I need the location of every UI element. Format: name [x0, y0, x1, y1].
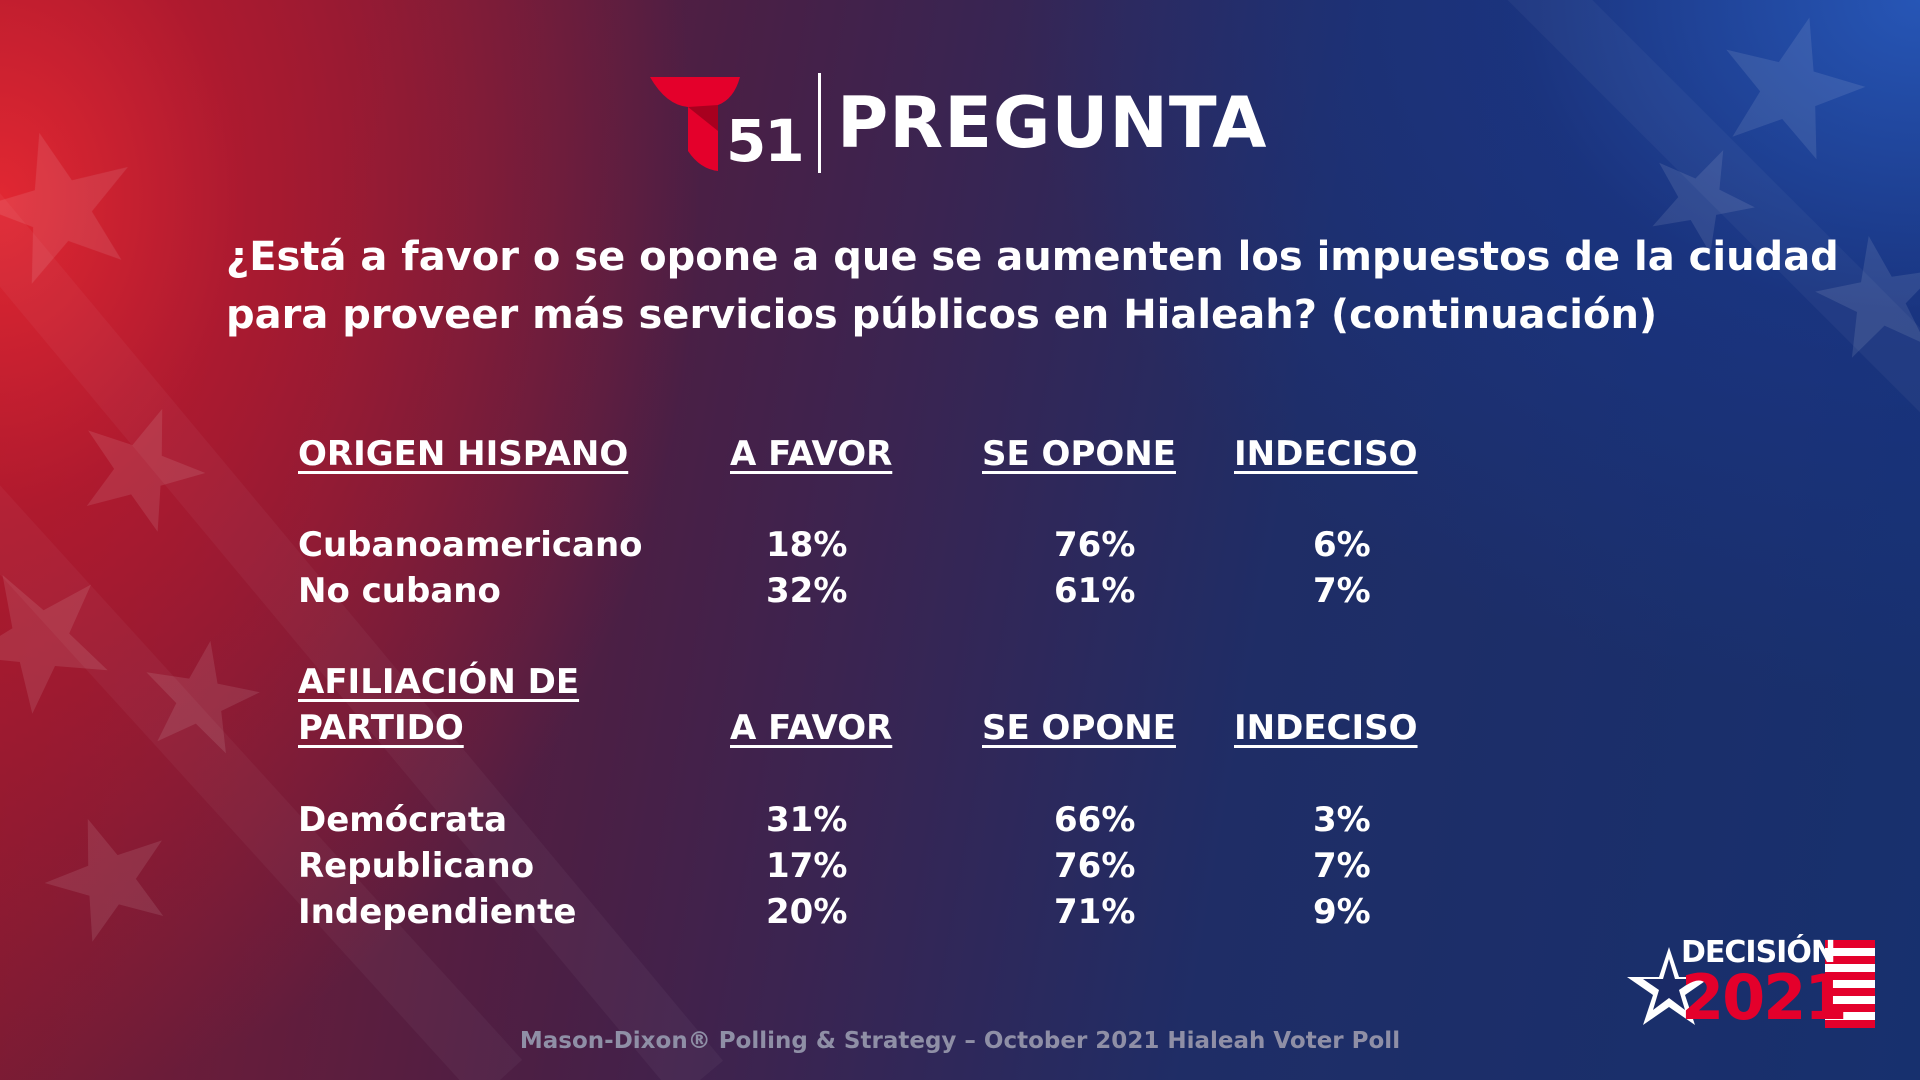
value-favor: 20% [766, 892, 848, 932]
section1-header-row: ORIGEN HISPANO A FAVOR SE OPONE INDECISO [0, 431, 1920, 477]
telemundo-51-logo: 51 [648, 71, 805, 176]
source-footnote: Mason-Dixon® Polling & Strategy – Octobe… [519, 1028, 1401, 1054]
section2-header-row-2: PARTIDO A FAVOR SE OPONE INDECISO [0, 705, 1920, 751]
column-header-indeciso: INDECISO [1234, 708, 1418, 748]
table-row: No cubano 32% 61% 7% [0, 568, 1920, 614]
value-indeciso: 7% [1313, 571, 1371, 611]
column-header-group: ORIGEN HISPANO [298, 434, 629, 474]
row-label: Republicano [298, 846, 535, 886]
header: 51 PREGUNTA [648, 68, 1267, 178]
column-header-opone: SE OPONE [982, 434, 1176, 474]
badge-word: DECISIÓN [1681, 935, 1836, 970]
decision-2021-badge: DECISIÓN 2021 [1625, 935, 1880, 1035]
value-favor: 18% [766, 525, 848, 565]
table-row: Republicano 17% 76% 7% [0, 843, 1920, 889]
row-label: Demócrata [298, 800, 508, 840]
section2-header-row-1: AFILIACIÓN DE [0, 659, 1920, 705]
value-indeciso: 7% [1313, 846, 1371, 886]
table-row: Independiente 20% 71% 9% [0, 889, 1920, 935]
value-favor: 17% [766, 846, 848, 886]
question-line-1: ¿Está a favor o se opone a que se aument… [226, 234, 1839, 280]
column-header-favor: A FAVOR [730, 708, 893, 748]
value-indeciso: 6% [1313, 525, 1371, 565]
value-opone: 66% [1054, 800, 1136, 840]
table-row: Demócrata 31% 66% 3% [0, 797, 1920, 843]
badge-year: 2021 [1681, 961, 1848, 1034]
value-indeciso: 9% [1313, 892, 1371, 932]
row-label: No cubano [298, 571, 501, 611]
telemundo-t-icon [650, 76, 740, 171]
value-favor: 32% [766, 571, 848, 611]
column-header-opone: SE OPONE [982, 708, 1176, 748]
value-opone: 76% [1054, 525, 1136, 565]
row-label: Independiente [298, 892, 577, 932]
logo-number: 51 [726, 106, 805, 175]
header-title: PREGUNTA [837, 82, 1268, 164]
value-opone: 61% [1054, 571, 1136, 611]
value-indeciso: 3% [1313, 800, 1371, 840]
question-line-2: para proveer más servicios públicos en H… [226, 292, 1658, 338]
badge-star-and-flag-icon [1627, 940, 1875, 1028]
value-opone: 76% [1054, 846, 1136, 886]
column-header-group-cont: PARTIDO [298, 708, 464, 748]
table-row: Cubanoamericano 18% 76% 6% [0, 522, 1920, 568]
value-opone: 71% [1054, 892, 1136, 932]
column-header-group: AFILIACIÓN DE [298, 662, 580, 702]
column-header-favor: A FAVOR [730, 434, 893, 474]
header-divider [818, 73, 821, 173]
column-header-indeciso: INDECISO [1234, 434, 1418, 474]
row-label: Cubanoamericano [298, 525, 643, 565]
value-favor: 31% [766, 800, 848, 840]
question-text: ¿Está a favor o se opone a que se aument… [226, 228, 1839, 344]
